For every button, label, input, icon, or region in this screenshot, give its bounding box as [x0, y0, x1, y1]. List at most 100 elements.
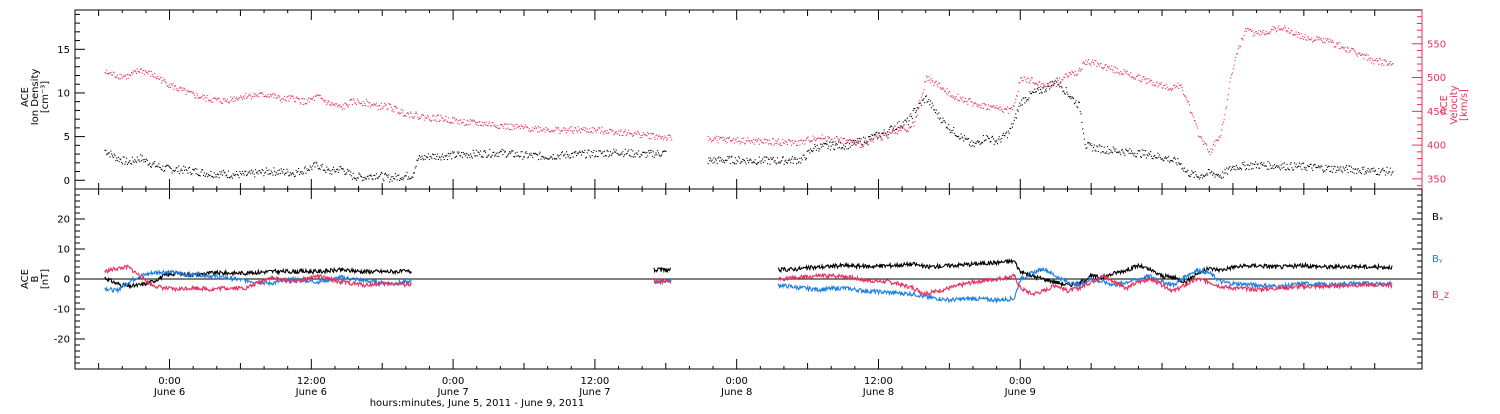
data-point-density — [489, 156, 492, 158]
data-point-velocity — [455, 120, 457, 122]
data-point-velocity — [150, 71, 152, 73]
data-point-density — [1264, 165, 1266, 167]
data-point-velocity — [740, 141, 742, 143]
data-point-density — [1280, 164, 1282, 166]
data-point-velocity — [748, 140, 750, 142]
data-point-velocity — [970, 100, 972, 103]
data-point-velocity — [253, 92, 255, 94]
data-point-velocity — [203, 95, 205, 97]
data-point-velocity — [786, 141, 788, 143]
data-point-density — [639, 156, 641, 158]
data-point-velocity — [1216, 139, 1218, 141]
data-point-density — [1269, 164, 1272, 166]
data-point-velocity — [385, 104, 387, 106]
data-point-density — [466, 157, 468, 159]
data-point-velocity — [373, 103, 375, 105]
data-point-density — [1078, 101, 1080, 103]
data-point-velocity — [1134, 77, 1136, 79]
data-point-velocity — [126, 73, 128, 76]
data-point-velocity — [953, 96, 955, 98]
data-point-velocity — [1000, 106, 1002, 108]
data-point-velocity — [959, 96, 961, 98]
data-point-velocity — [1298, 31, 1300, 34]
data-point-density — [825, 143, 827, 145]
data-point-velocity — [488, 122, 490, 125]
data-point-velocity — [265, 95, 267, 97]
data-point-velocity — [636, 133, 638, 135]
data-point-velocity — [760, 140, 762, 142]
data-point-velocity — [217, 98, 219, 100]
data-point-velocity — [859, 146, 861, 149]
data-point-velocity — [331, 103, 334, 105]
data-point-density — [320, 164, 322, 166]
data-point-velocity — [980, 104, 982, 106]
data-point-density — [597, 155, 599, 158]
data-point-velocity — [845, 139, 847, 141]
data-point-density — [882, 132, 884, 134]
data-point-velocity — [1052, 85, 1054, 87]
data-point-velocity — [347, 106, 349, 108]
data-point-velocity — [280, 98, 282, 100]
data-point-density — [1301, 168, 1303, 170]
data-point-density — [1317, 167, 1319, 169]
data-point-velocity — [808, 139, 810, 141]
data-point-velocity — [482, 125, 484, 127]
data-point-velocity — [861, 146, 863, 149]
data-point-density — [872, 134, 874, 136]
data-point-density — [788, 158, 790, 160]
data-point-density — [280, 168, 282, 170]
data-point-density — [1009, 127, 1011, 129]
data-point-velocity — [1355, 54, 1358, 56]
data-point-density — [426, 157, 428, 159]
data-point-velocity — [1089, 63, 1091, 65]
data-point-density — [1197, 176, 1199, 178]
data-point-density — [1383, 170, 1385, 172]
data-point-density — [1351, 171, 1353, 173]
series-line-2 — [104, 263, 1393, 297]
data-point-density — [740, 161, 742, 163]
data-point-velocity — [353, 99, 355, 101]
data-point-velocity — [660, 137, 662, 140]
data-point-velocity — [545, 126, 547, 129]
data-point-density — [890, 125, 892, 127]
data-point-velocity — [1173, 85, 1175, 87]
data-point-density — [751, 162, 753, 164]
data-point-velocity — [1345, 50, 1347, 52]
data-point-density — [1373, 167, 1375, 169]
data-point-density — [1307, 166, 1310, 168]
data-point-velocity — [909, 126, 911, 128]
data-point-density — [1114, 150, 1116, 152]
data-point-velocity — [976, 104, 978, 106]
data-point-velocity — [556, 128, 558, 130]
data-point-velocity — [798, 140, 800, 142]
data-point-density — [189, 172, 191, 174]
data-point-density — [729, 155, 731, 158]
data-point-velocity — [534, 126, 536, 128]
data-point-density — [381, 172, 383, 174]
data-point-density — [540, 158, 542, 160]
data-point-velocity — [538, 131, 540, 133]
data-point-velocity — [709, 138, 712, 140]
left-y-tick-label: 20 — [57, 215, 70, 226]
x-tick-label-day: June 8 — [862, 387, 894, 398]
data-point-density — [480, 150, 482, 152]
data-point-density — [937, 117, 939, 119]
data-point-density — [149, 162, 151, 164]
data-point-density — [1046, 85, 1048, 87]
data-point-density — [661, 154, 663, 156]
data-point-density — [284, 174, 286, 176]
data-point-density — [237, 174, 239, 176]
data-point-velocity — [1014, 102, 1016, 104]
data-point-velocity — [317, 94, 320, 96]
data-point-velocity — [853, 141, 855, 143]
data-point-density — [1153, 155, 1155, 157]
data-point-velocity — [1360, 54, 1363, 56]
data-point-velocity — [765, 142, 767, 144]
data-point-density — [554, 158, 556, 160]
data-point-velocity — [449, 121, 451, 123]
data-point-density — [253, 173, 255, 175]
data-point-density — [1194, 171, 1196, 173]
data-point-velocity — [819, 138, 822, 140]
data-point-velocity — [425, 117, 427, 119]
data-point-velocity — [795, 144, 798, 146]
